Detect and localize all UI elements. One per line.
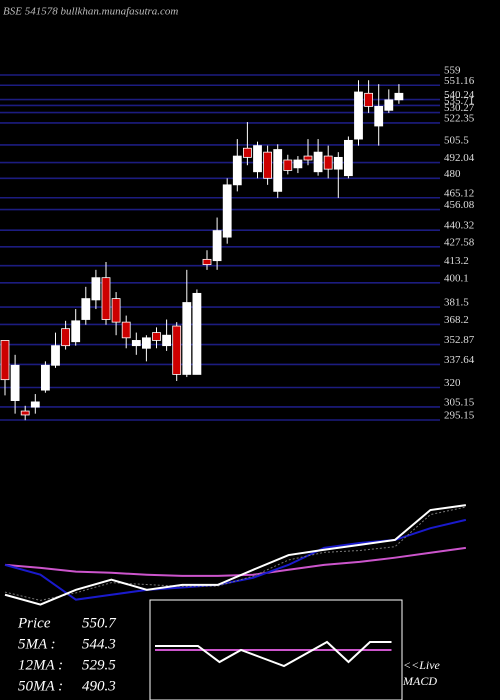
- candle-body: [313, 151, 323, 173]
- candle-body: [152, 332, 161, 341]
- legend-value: 550.7: [82, 615, 117, 631]
- candle-body: [303, 155, 313, 161]
- candle-body: [222, 184, 232, 238]
- candle-body: [283, 159, 293, 171]
- candle-body: [41, 364, 50, 391]
- candle-body: [10, 364, 20, 401]
- candle-body: [111, 298, 121, 323]
- legend-label: 12MA :: [18, 657, 63, 673]
- candle-body: [91, 277, 101, 301]
- y-tick-label: 368.2: [444, 314, 469, 326]
- candle-body: [273, 149, 283, 192]
- y-tick-label: 295.15: [444, 410, 475, 422]
- candle-body: [0, 340, 10, 381]
- candle-body: [192, 292, 202, 375]
- candle-body: [71, 320, 81, 343]
- candle-body: [131, 340, 141, 347]
- y-tick-label: 352.87: [444, 334, 475, 346]
- candle-body: [232, 155, 242, 186]
- candle-body: [253, 145, 262, 173]
- legend-label: Price: [17, 615, 51, 631]
- candle-body: [20, 410, 30, 416]
- y-tick-label: 337.64: [444, 354, 475, 366]
- legend-value: 529.5: [82, 657, 116, 673]
- candle-body: [384, 99, 394, 111]
- y-tick-label: 535.71: [444, 95, 474, 107]
- legend-value: 544.3: [82, 636, 116, 652]
- candle-body: [141, 337, 151, 349]
- macd-label: <<Live: [403, 658, 441, 672]
- y-tick-label: 551.16: [444, 75, 475, 87]
- y-tick-label: 440.32: [444, 220, 474, 232]
- y-tick-label: 427.58: [444, 236, 475, 248]
- candle-body: [162, 334, 172, 347]
- legend-value: 490.3: [82, 678, 116, 694]
- macd-box: [149, 599, 403, 700]
- candle-body: [212, 230, 222, 262]
- candle-body: [30, 401, 40, 408]
- candle-body: [172, 325, 182, 375]
- y-tick-label: 305.15: [444, 396, 475, 408]
- y-tick-label: 480: [444, 168, 461, 180]
- series-line: [4, 504, 467, 606]
- candle-body: [242, 147, 252, 158]
- candle-body: [364, 92, 374, 107]
- macd-label: MACD: [402, 674, 437, 688]
- candle-body: [343, 139, 353, 177]
- candle-body: [354, 91, 363, 140]
- candle-body: [293, 159, 303, 169]
- candle-body: [182, 302, 192, 375]
- y-tick-label: 522.35: [444, 112, 475, 124]
- y-tick-label: 456.08: [444, 199, 475, 211]
- y-tick-label: 413.2: [444, 255, 469, 267]
- y-tick-label: 492.04: [444, 152, 475, 164]
- y-tick-label: 381.5: [444, 297, 469, 309]
- candle-body: [202, 258, 212, 265]
- candle-body: [323, 155, 333, 170]
- candle-body: [263, 151, 273, 179]
- chart-title: BSE 541578 bullkhan.munafasutra.com: [3, 6, 178, 18]
- series-line: [4, 546, 467, 577]
- series-line: [4, 506, 466, 601]
- candle-body: [51, 345, 60, 366]
- y-tick-label: 320: [444, 377, 461, 389]
- y-tick-label: 465.12: [444, 187, 474, 199]
- y-tick-label: 400.1: [444, 272, 469, 284]
- legend-label: 5MA :: [18, 636, 56, 652]
- y-tick-label: 540.24: [444, 89, 475, 101]
- y-tick-label: 559: [444, 65, 461, 77]
- y-tick-label: 505.5: [444, 134, 469, 146]
- y-tick-label: 530.27: [444, 102, 475, 114]
- series-line: [155, 640, 392, 668]
- candle-body: [374, 105, 384, 127]
- legend-label: 50MA :: [18, 678, 63, 694]
- candle-body: [394, 92, 404, 101]
- candle-body: [61, 328, 70, 347]
- candle-body: [101, 277, 111, 320]
- candle-body: [333, 156, 343, 170]
- candle-body: [81, 298, 91, 320]
- candle-body: [121, 321, 131, 339]
